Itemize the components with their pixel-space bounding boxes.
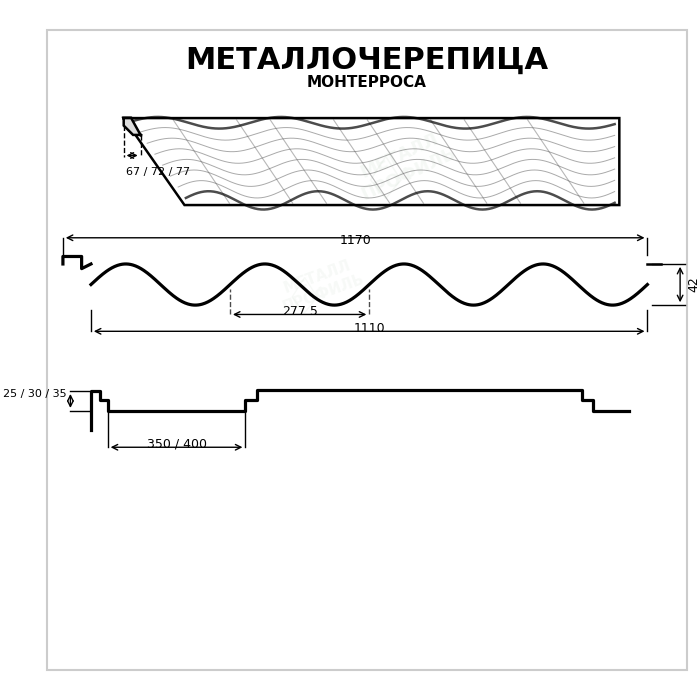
Polygon shape	[124, 118, 141, 135]
Text: МОНТЕРРОСА: МОНТЕРРОСА	[307, 75, 427, 90]
Text: 350 / 400: 350 / 400	[146, 438, 206, 451]
Text: 42: 42	[687, 276, 700, 293]
Text: 25 / 30 / 35: 25 / 30 / 35	[3, 389, 66, 398]
Text: 67 / 72 / 77: 67 / 72 / 77	[125, 167, 190, 176]
Text: МЕТАЛЛ
ПРОФИЛЬ: МЕТАЛЛ ПРОФИЛЬ	[350, 125, 458, 204]
Text: 1170: 1170	[340, 234, 371, 247]
Text: МЕТАЛЛ
ПРОФИЛЬ: МЕТАЛЛ ПРОФИЛЬ	[274, 255, 366, 314]
Text: МЕТАЛЛОЧЕРЕПИЦА: МЕТАЛЛОЧЕРЕПИЦА	[186, 46, 548, 75]
Text: 1110: 1110	[354, 322, 385, 335]
Text: 277.5: 277.5	[281, 305, 318, 318]
